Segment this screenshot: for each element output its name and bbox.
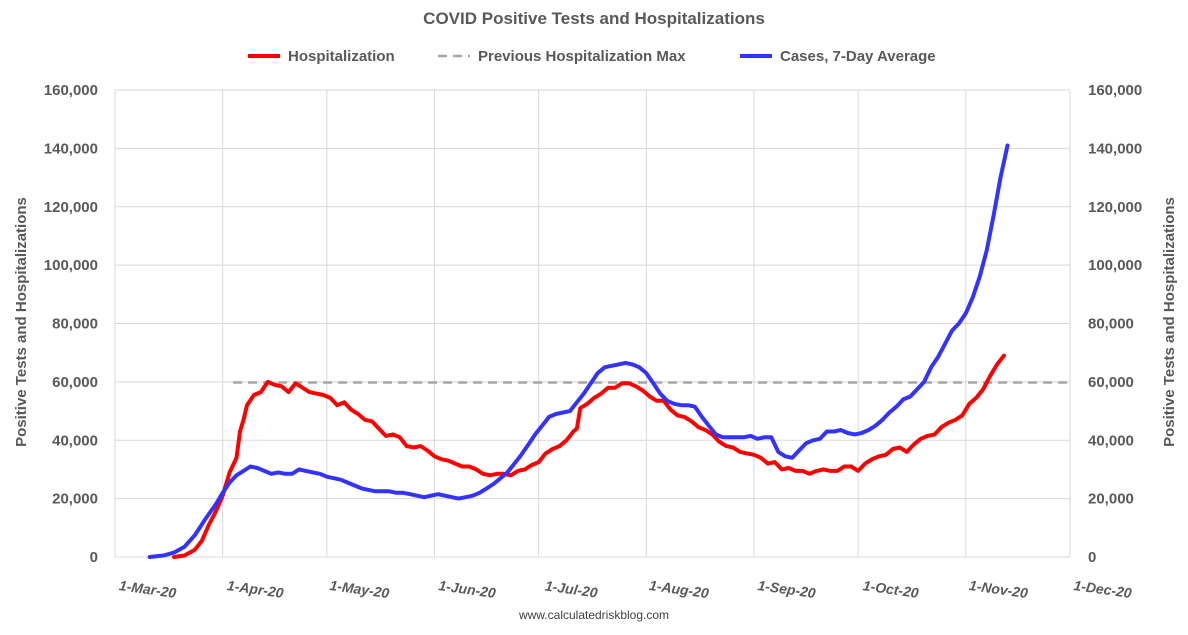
x-tick-label: 1-Sep-20 [757, 577, 817, 601]
x-tick-label: 1-Oct-20 [862, 577, 920, 601]
x-axis: 1-Mar-20 1-Apr-20 1-May-20 1-Jun-20 1-Jul-20… [118, 577, 1133, 601]
y-tick-label-right: 100,000 [1088, 257, 1142, 274]
y-tick-label-right: 40,000 [1088, 432, 1134, 449]
x-tick-label: 1-Nov-20 [968, 577, 1029, 601]
y-tick-label-right: 60,000 [1088, 374, 1134, 391]
x-tick-label: 1-Jun-20 [438, 577, 497, 601]
x-tick-label: 1-Jul-20 [544, 577, 599, 600]
y-tick-label-left: 160,000 [44, 82, 98, 99]
y-tick-label-left: 60,000 [52, 374, 98, 391]
gridlines [114, 89, 1071, 558]
chart-title: COVID Positive Tests and Hospitalization… [423, 9, 765, 28]
y-tick-label-left: 80,000 [52, 316, 98, 333]
legend-label: Cases, 7-Day Average [780, 48, 936, 65]
y-axis-left: 0 20,000 40,000 60,000 80,000 100,000 120,000 1… [44, 82, 98, 566]
y-tick-label-left: 120,000 [44, 199, 98, 216]
y-tick-label-right: 120,000 [1088, 199, 1142, 216]
y-tick-label-left: 100,000 [44, 257, 98, 274]
y-axis-right: 0 20,000 40,000 60,000 80,000 100,000 120,000 1… [1088, 82, 1142, 566]
x-tick-label: 1-Dec-20 [1073, 577, 1133, 601]
x-tick-label: 1-Aug-20 [648, 577, 710, 601]
source-credit: www.calculatedriskblog.com [518, 608, 669, 622]
y-tick-label-right: 80,000 [1088, 316, 1134, 333]
y-tick-label-right: 160,000 [1088, 82, 1142, 99]
series-group [147, 143, 1070, 559]
x-tick-label: 1-Mar-20 [118, 577, 177, 601]
x-tick-label: 1-May-20 [329, 577, 391, 601]
series-line-cases-7-day-average [147, 143, 1010, 559]
y-tick-label-right: 140,000 [1088, 140, 1142, 157]
y-tick-label-left: 20,000 [52, 491, 98, 508]
y-tick-label-right: 0 [1088, 549, 1096, 566]
y-tick-label-left: 0 [90, 549, 98, 566]
y-tick-label-left: 140,000 [44, 140, 98, 157]
y-tick-label-left: 40,000 [52, 432, 98, 449]
y-axis-label-right: Positive Tests and Hospitalizations [1161, 197, 1178, 447]
x-tick-label: 1-Apr-20 [226, 577, 285, 601]
legend: Hospitalization Previous Hospitalization … [248, 48, 936, 65]
legend-label: Previous Hospitalization Max [478, 48, 686, 65]
legend-label: Hospitalization [288, 48, 395, 65]
series-line-hospitalization [172, 353, 1006, 559]
y-tick-label-right: 20,000 [1088, 491, 1134, 508]
y-axis-label-left: Positive Tests and Hospitalizations [13, 197, 30, 447]
